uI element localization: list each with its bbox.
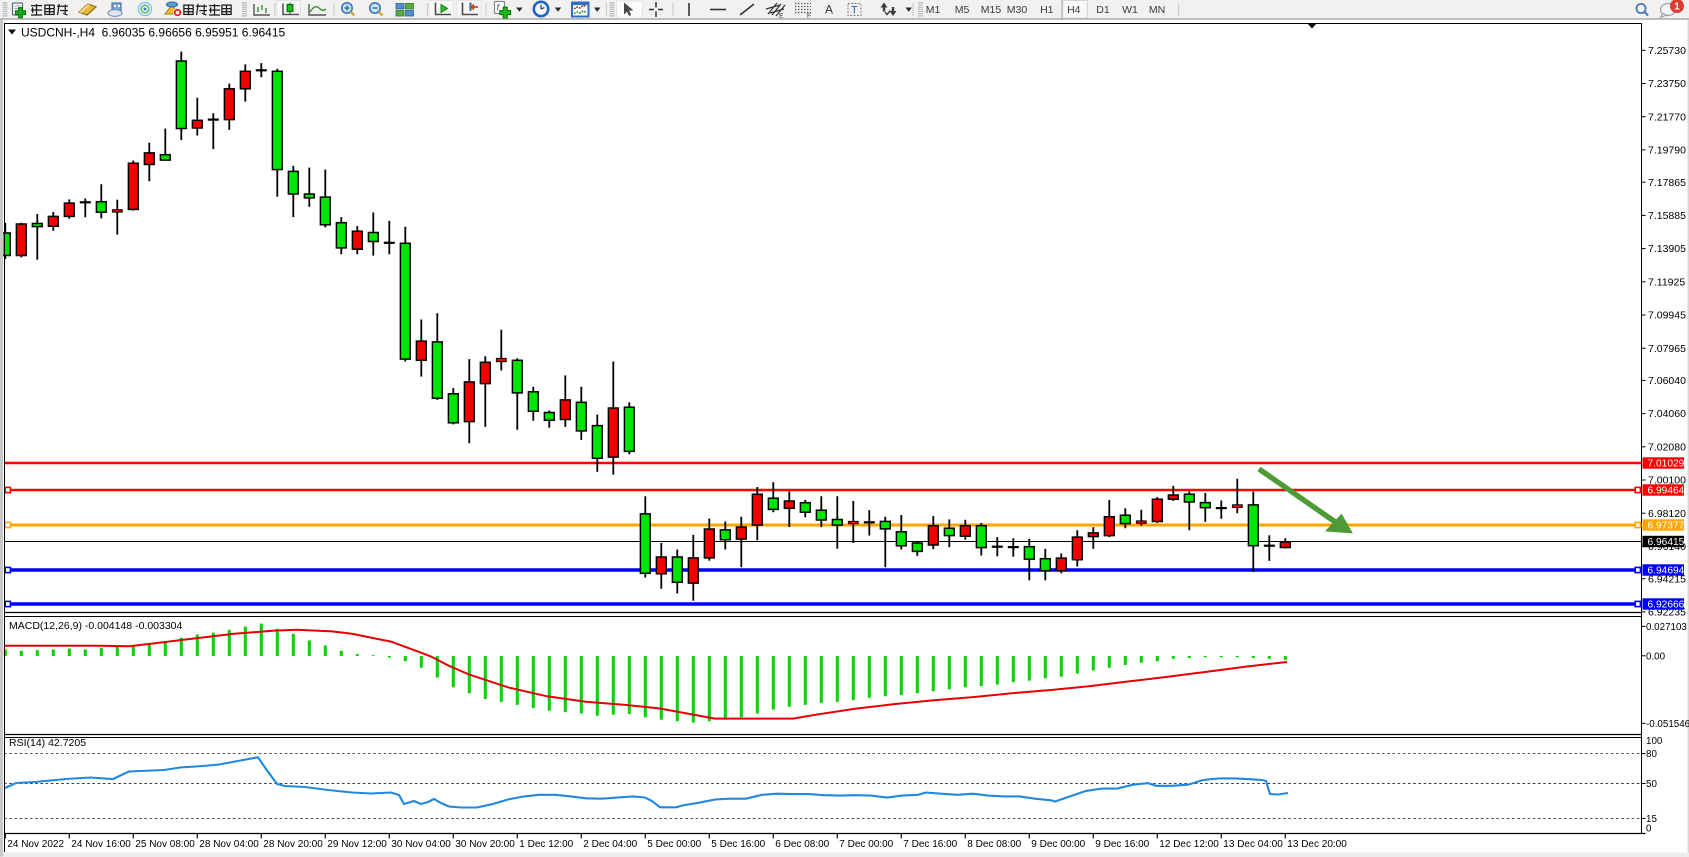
svg-text:25 Nov 08:00: 25 Nov 08:00 — [135, 839, 195, 850]
svg-text:7.02080: 7.02080 — [1648, 441, 1686, 453]
svg-text:30 Nov 04:00: 30 Nov 04:00 — [391, 839, 451, 850]
svg-text:24 Nov 2022: 24 Nov 2022 — [7, 839, 64, 850]
svg-text:50: 50 — [1646, 779, 1657, 790]
svg-text:7.23750: 7.23750 — [1648, 78, 1686, 90]
svg-text:100: 100 — [1646, 736, 1663, 747]
svg-text:RSI(14) 42.7205: RSI(14) 42.7205 — [9, 737, 86, 749]
svg-text:7.00100: 7.00100 — [1648, 475, 1686, 487]
svg-text:5 Dec 16:00: 5 Dec 16:00 — [711, 839, 765, 850]
svg-text:E: E — [779, 13, 784, 20]
svg-text:W1: W1 — [1122, 4, 1138, 16]
svg-text:-0.051546: -0.051546 — [1646, 719, 1689, 730]
svg-text:12 Dec 12:00: 12 Dec 12:00 — [1159, 839, 1219, 850]
svg-text:MACD(12,26,9) -0.004148 -0.003: MACD(12,26,9) -0.004148 -0.003304 — [9, 620, 183, 632]
svg-text:T: T — [851, 5, 858, 17]
svg-text:7.09945: 7.09945 — [1648, 310, 1686, 322]
svg-text:M5: M5 — [955, 4, 970, 16]
svg-text:6.98120: 6.98120 — [1648, 508, 1686, 520]
svg-text:MN: MN — [1149, 4, 1165, 16]
svg-text:7 Dec 00:00: 7 Dec 00:00 — [839, 839, 893, 850]
svg-text:7.15885: 7.15885 — [1648, 210, 1686, 222]
svg-text:80: 80 — [1646, 749, 1657, 760]
svg-text:29 Nov 12:00: 29 Nov 12:00 — [327, 839, 387, 850]
svg-text:5 Dec 00:00: 5 Dec 00:00 — [647, 839, 701, 850]
svg-text:9 Dec 00:00: 9 Dec 00:00 — [1031, 839, 1085, 850]
svg-text:f: f — [497, 3, 501, 13]
svg-text:1 Dec 12:00: 1 Dec 12:00 — [519, 839, 573, 850]
svg-text:7.01029: 7.01029 — [1648, 459, 1685, 470]
svg-text:6.99464: 6.99464 — [1648, 486, 1685, 497]
svg-text:28 Nov 20:00: 28 Nov 20:00 — [263, 839, 323, 850]
svg-text:0.027103: 0.027103 — [1646, 622, 1687, 633]
svg-text:7 Dec 16:00: 7 Dec 16:00 — [903, 839, 957, 850]
svg-text:7.07965: 7.07965 — [1648, 343, 1686, 355]
svg-text:24 Nov 16:00: 24 Nov 16:00 — [71, 839, 131, 850]
svg-text:M30: M30 — [1007, 4, 1028, 16]
svg-text:13 Dec 20:00: 13 Dec 20:00 — [1287, 839, 1347, 850]
svg-text:A: A — [825, 3, 833, 17]
svg-text:30 Nov 20:00: 30 Nov 20:00 — [455, 839, 515, 850]
svg-text:6.94215: 6.94215 — [1648, 573, 1686, 585]
svg-text:8 Dec 08:00: 8 Dec 08:00 — [967, 839, 1021, 850]
svg-text:9 Dec 16:00: 9 Dec 16:00 — [1095, 839, 1149, 850]
svg-text:M1: M1 — [926, 4, 941, 16]
svg-text:6.94694: 6.94694 — [1648, 566, 1685, 577]
svg-text:6 Dec 08:00: 6 Dec 08:00 — [775, 839, 829, 850]
svg-text:7.13905: 7.13905 — [1648, 243, 1686, 255]
svg-text:0.00: 0.00 — [1646, 651, 1666, 662]
svg-text:0: 0 — [1646, 823, 1652, 834]
svg-text:6.92666: 6.92666 — [1648, 600, 1685, 611]
svg-text:7.04060: 7.04060 — [1648, 408, 1686, 420]
svg-text:H4: H4 — [1067, 4, 1081, 16]
svg-text:M15: M15 — [981, 4, 1002, 16]
svg-text:H1: H1 — [1040, 4, 1054, 16]
svg-text:2 Dec 04:00: 2 Dec 04:00 — [583, 839, 637, 850]
svg-text:7.11925: 7.11925 — [1648, 276, 1685, 288]
svg-text:15: 15 — [1646, 814, 1657, 825]
svg-text:6.96415: 6.96415 — [1648, 537, 1685, 548]
svg-text:7.21770: 7.21770 — [1648, 111, 1686, 123]
svg-text:7.19790: 7.19790 — [1648, 145, 1686, 157]
svg-text:F: F — [807, 13, 811, 20]
svg-text:7.25730: 7.25730 — [1648, 45, 1686, 57]
svg-text:6.97377: 6.97377 — [1648, 521, 1685, 532]
svg-text:7.17865: 7.17865 — [1648, 177, 1686, 189]
svg-text:13 Dec 04:00: 13 Dec 04:00 — [1223, 839, 1283, 850]
svg-text:7.06040: 7.06040 — [1648, 375, 1686, 387]
svg-text:D1: D1 — [1096, 4, 1110, 16]
svg-text:28 Nov 04:00: 28 Nov 04:00 — [199, 839, 259, 850]
svg-text:USDCNH-,H4 6.96035 6.96656 6.: USDCNH-,H4 6.96035 6.96656 6.95951 6.964… — [21, 26, 286, 40]
svg-text:1: 1 — [1674, 2, 1680, 13]
